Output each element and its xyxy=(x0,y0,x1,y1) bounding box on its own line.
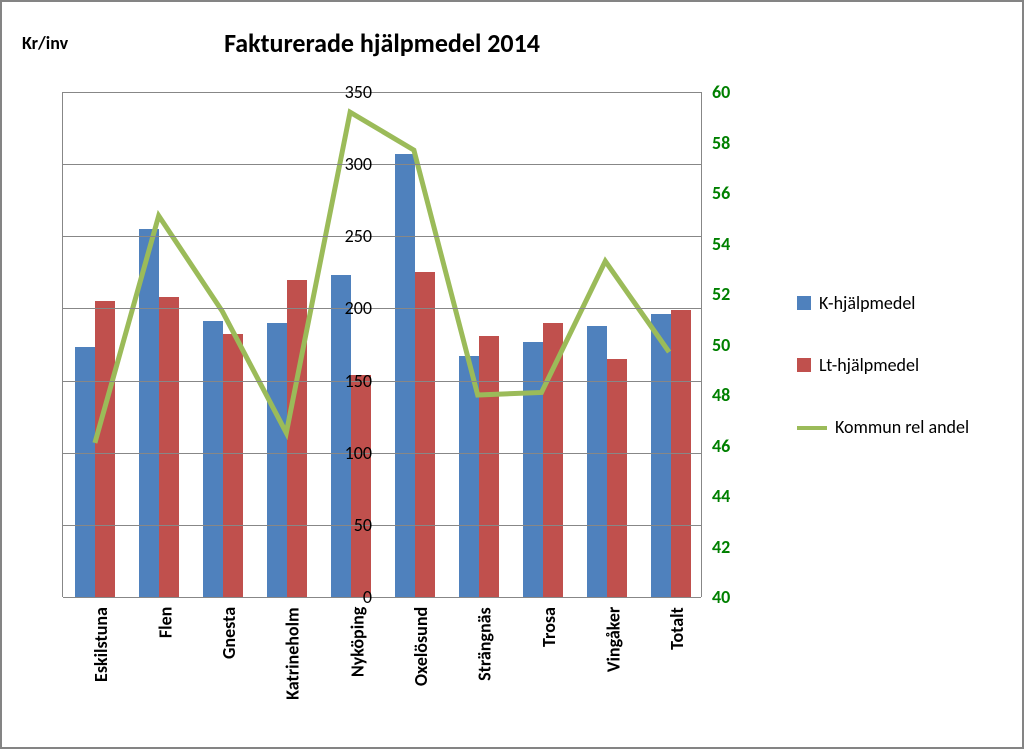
y-right-tick: 48 xyxy=(712,384,752,406)
y-right-tick: 44 xyxy=(712,485,752,507)
chart-title: Fakturerade hjälpmedel 2014 xyxy=(2,27,762,59)
y-right-tick: 58 xyxy=(712,132,752,154)
y-left-tick: 150 xyxy=(312,370,372,392)
y-left-tick: 100 xyxy=(312,442,372,464)
legend-swatch-line xyxy=(797,426,827,430)
plot-area xyxy=(62,92,702,597)
legend-item-k: K-hjälpmedel xyxy=(797,292,969,314)
y-left-tick: 250 xyxy=(312,225,372,247)
legend-label-lt: Lt-hjälpmedel xyxy=(819,354,919,376)
y-left-tick: 0 xyxy=(312,586,372,608)
legend-swatch-k xyxy=(797,296,811,310)
y-right-tick: 50 xyxy=(712,334,752,356)
y-right-tick: 46 xyxy=(712,435,752,457)
legend-label-line: Kommun rel andel xyxy=(835,416,969,438)
y-right-tick: 42 xyxy=(712,536,752,558)
y-left-tick: 50 xyxy=(312,514,372,536)
line-series xyxy=(95,112,669,443)
y-left-tick: 300 xyxy=(312,153,372,175)
y-right-tick: 40 xyxy=(712,586,752,608)
y-right-tick: 60 xyxy=(712,81,752,103)
y-left-tick: 350 xyxy=(312,81,372,103)
y-right-tick: 56 xyxy=(712,182,752,204)
y-left-tick: 200 xyxy=(312,297,372,319)
legend-item-line: Kommun rel andel xyxy=(797,416,969,438)
y-right-tick: 54 xyxy=(712,233,752,255)
chart-container: Kr/inv Fakturerade hjälpmedel 2014 K-hjä… xyxy=(0,0,1024,749)
legend-swatch-lt xyxy=(797,358,811,372)
legend-item-lt: Lt-hjälpmedel xyxy=(797,354,969,376)
line-layer xyxy=(63,92,701,597)
y-right-tick: 52 xyxy=(712,283,752,305)
legend: K-hjälpmedel Lt-hjälpmedel Kommun rel an… xyxy=(797,292,969,478)
legend-label-k: K-hjälpmedel xyxy=(819,292,915,314)
